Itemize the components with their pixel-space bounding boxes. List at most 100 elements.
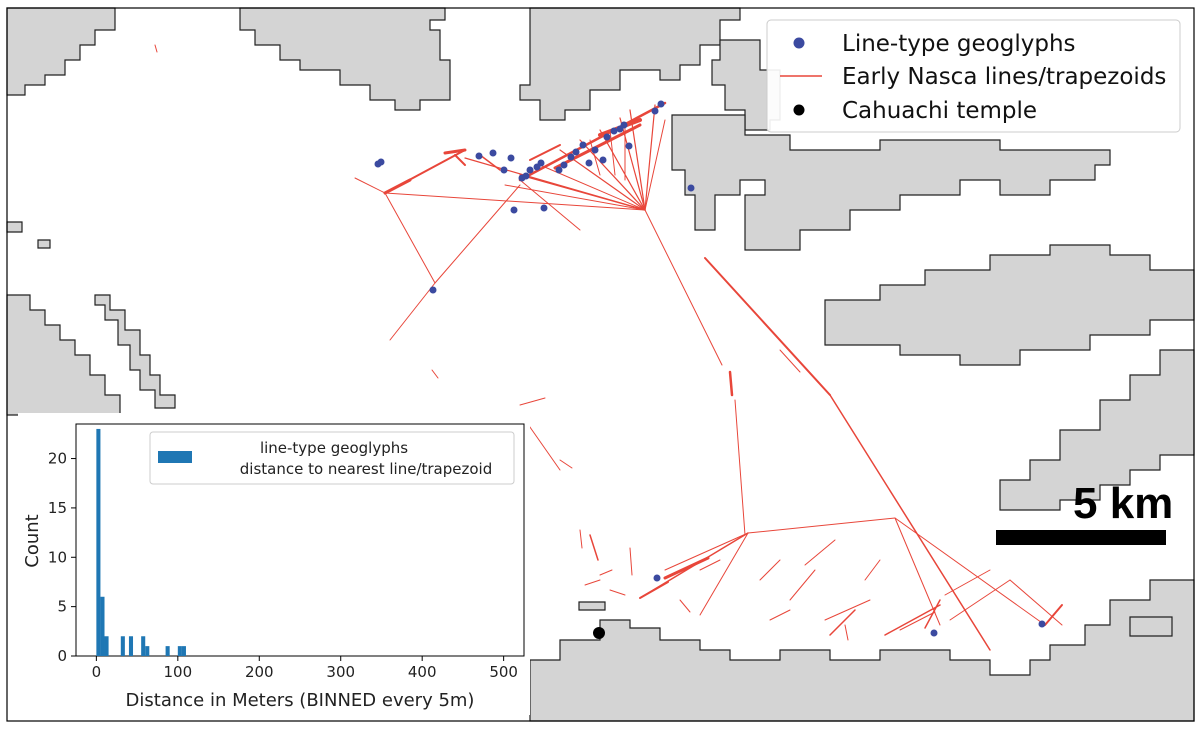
geoglyph-dot [429, 286, 437, 294]
nasca-line [524, 419, 561, 471]
histogram-bar [100, 596, 105, 656]
geoglyph-dot [572, 148, 580, 156]
nasca-line [884, 604, 941, 636]
legend-geoglyph-dot-icon [793, 37, 805, 49]
land-area [519, 7, 741, 121]
nasca-line [864, 559, 881, 581]
geoglyph-dot [377, 158, 385, 166]
scale-bar: 5 km [996, 479, 1173, 545]
nasca-line [769, 609, 791, 621]
histogram-x-tick-label: 300 [326, 663, 355, 681]
nasca-line [479, 154, 501, 171]
legend-temple-dot-icon [793, 104, 805, 116]
geoglyph-dot [540, 204, 548, 212]
land-area [578, 601, 606, 611]
nasca-line [579, 139, 646, 211]
nasca-line [734, 399, 746, 536]
land-area [6, 7, 116, 96]
land-area [6, 221, 23, 233]
map-legend-box [766, 19, 1181, 133]
land-area [37, 239, 51, 249]
nasca-line [644, 104, 656, 211]
nasca-line [829, 609, 856, 636]
nasca-line [154, 44, 158, 53]
nasca-line [504, 184, 646, 211]
land-areas [6, 7, 1195, 722]
nasca-line [949, 579, 1011, 621]
nasca-line [443, 148, 467, 155]
nasca-line [644, 209, 723, 366]
nasca-line [584, 579, 601, 586]
histogram-legend-swatch-icon [158, 451, 192, 463]
nasca-line [894, 517, 941, 626]
nasca-line [519, 179, 581, 231]
histogram-y-tick-label: 5 [57, 598, 67, 616]
nasca-line [704, 257, 831, 396]
geoglyph-dot [620, 121, 628, 129]
nasca-line [434, 184, 521, 284]
nasca-line [609, 129, 616, 176]
nasca-line [559, 459, 573, 469]
legend-label-temple: Cahuachi temple [842, 98, 1037, 124]
nasca-line [589, 139, 601, 176]
geoglyph-dot [1038, 620, 1046, 628]
histogram-bar [145, 646, 150, 656]
nasca-line [829, 394, 991, 651]
histogram-x-tick-label: 400 [408, 663, 437, 681]
geoglyph-dot [489, 149, 497, 157]
nasca-line [699, 532, 749, 616]
histogram-legend-line1: line-type geoglyphs [260, 439, 408, 457]
geoglyph-dot [930, 629, 938, 637]
nasca-line [644, 119, 666, 211]
nasca-line [924, 599, 941, 629]
geoglyph-dot [591, 146, 599, 154]
nasca-line [431, 369, 439, 379]
land-area [239, 7, 451, 111]
nasca-line [759, 559, 781, 581]
geoglyph-dot [510, 206, 518, 214]
nasca-line [804, 539, 836, 566]
geoglyph-dot [526, 166, 534, 174]
nasca-line [899, 611, 936, 631]
nasca-line [384, 192, 436, 284]
histogram-x-tick-label: 100 [163, 663, 192, 681]
histogram-bar [177, 646, 182, 656]
histogram-bar [141, 636, 146, 656]
geoglyph-dot [653, 574, 661, 582]
nasca-line [844, 624, 849, 641]
nasca-line [664, 532, 749, 571]
nasca-line [824, 599, 871, 621]
nasca-line [383, 178, 412, 195]
geoglyph-dot [599, 156, 607, 164]
nasca-line [454, 154, 466, 166]
nasca-line [354, 177, 386, 194]
histogram-y-tick-label: 15 [48, 499, 67, 517]
nasca-line [389, 282, 436, 341]
histogram-x-tick-label: 500 [489, 663, 518, 681]
geoglyph-dot [603, 133, 611, 141]
land-area [6, 294, 121, 416]
histogram-legend-box [149, 431, 515, 485]
nasca-line [518, 101, 667, 182]
geoglyph-dot [560, 161, 568, 169]
nasca-line [747, 517, 896, 534]
nasca-line [599, 569, 613, 576]
nasca-line [629, 109, 646, 211]
histogram-x-tick-label: 0 [92, 663, 102, 681]
land-area [529, 579, 1195, 722]
histogram-bar [120, 636, 125, 656]
geoglyph-dot [579, 141, 587, 149]
geoglyph-dot [522, 172, 530, 180]
histogram-legend: line-type geoglyphs distance to nearest … [149, 431, 515, 485]
geoglyph-dot [475, 152, 483, 160]
geoglyph-dot [657, 100, 665, 108]
legend-label-nasca-lines: Early Nasca lines/trapezoids [842, 64, 1166, 90]
histogram-bars [96, 428, 186, 656]
geoglyph-dot [567, 153, 575, 161]
nasca-line [663, 556, 710, 580]
nasca-line [1044, 604, 1063, 626]
histogram-bar [96, 428, 101, 656]
histogram-x-ticks: 0 100 200 300 400 500 [92, 656, 518, 681]
histogram-bar [104, 636, 109, 656]
geoglyph-dot [537, 159, 545, 167]
